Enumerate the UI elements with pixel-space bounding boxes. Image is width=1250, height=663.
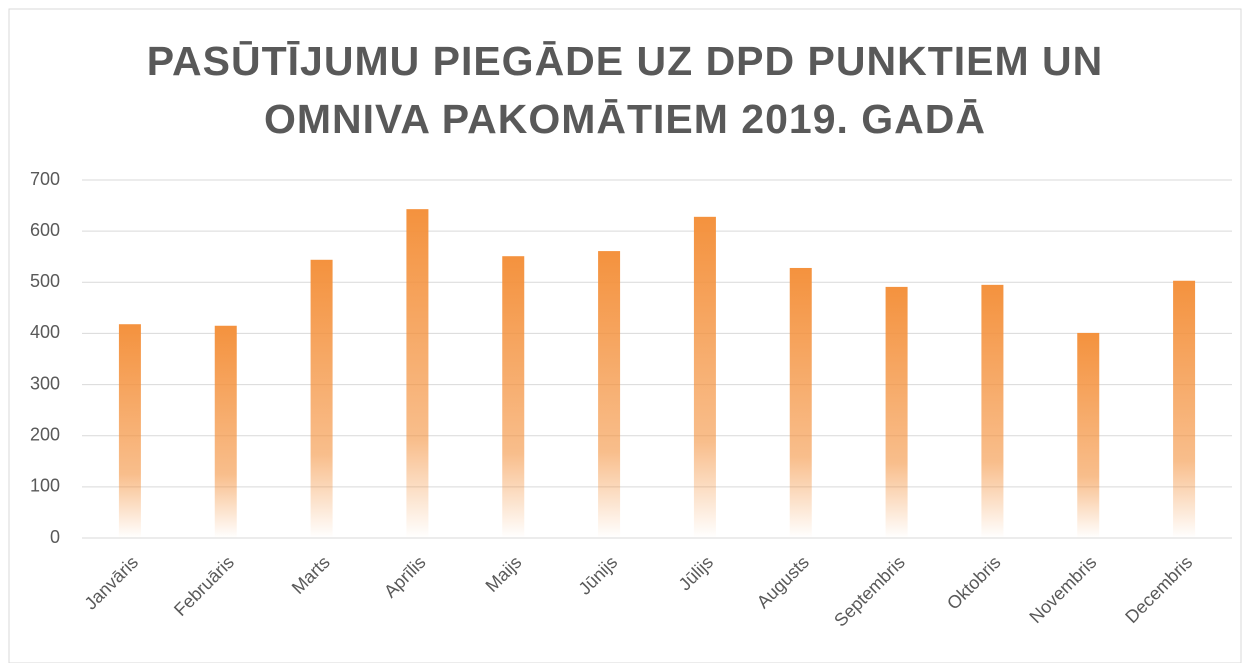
x-tick-label: Februāris [170,552,238,620]
x-tick-label: Novembris [1025,552,1100,627]
bar [406,209,429,538]
x-tick-label: Jūnijs [575,552,622,599]
bar [502,256,525,538]
y-tick-label: 0 [50,527,60,547]
bar [118,324,141,538]
chart-title: PASŪTĪJUMU PIEGĀDE UZ DPD PUNKTIEM UN OM… [146,38,1104,142]
x-tick-label: Oktobris [943,552,1005,614]
y-tick-label: 400 [30,322,60,342]
bar [1077,332,1100,538]
chart-border [8,8,1242,663]
x-tick-label: Maijs [482,552,526,596]
x-tick-label: Janvāris [81,552,143,614]
bar [885,286,908,538]
y-tick-label: 100 [30,476,60,496]
y-tick-label: 200 [30,424,60,444]
bar [214,325,237,538]
x-tick-label: Aprīlis [380,552,430,602]
x-tick-label: Decembris [1121,552,1196,627]
y-tick-label: 700 [30,169,60,189]
y-tick-label: 500 [30,271,60,291]
x-tick-label: Augusts [753,552,813,612]
bar [1173,280,1196,538]
bar [693,216,716,538]
x-tick-label: Jūlijs [675,552,717,594]
x-tick-label: Septembris [830,552,909,631]
x-tick-label: Marts [288,552,334,598]
y-tick-label: 600 [30,220,60,240]
bar [310,259,333,538]
bar [598,251,621,539]
bar [981,284,1004,538]
y-tick-label: 300 [30,373,60,393]
bar [789,267,812,538]
